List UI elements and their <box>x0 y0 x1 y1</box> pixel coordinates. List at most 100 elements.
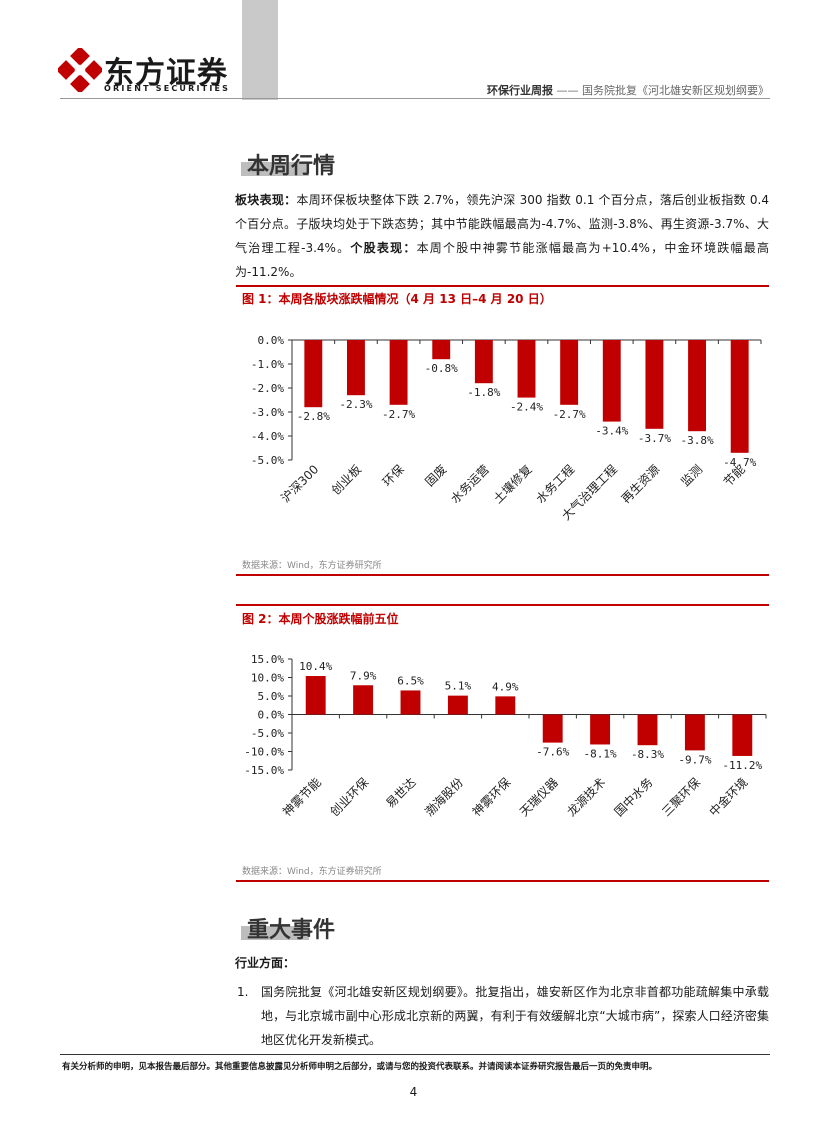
data-label: 5.1% <box>445 680 472 693</box>
figure2-title: 图 2：本周个股涨跌幅前五位 <box>242 612 399 626</box>
data-label: 7.9% <box>350 669 377 682</box>
bar <box>732 714 753 756</box>
data-label: -3.4% <box>595 425 628 438</box>
category-label: 神雾环保 <box>470 775 514 819</box>
list-item-number: 1. <box>237 985 249 999</box>
figure2-bottom-rule <box>236 880 769 882</box>
footer-divider <box>60 1054 770 1055</box>
category-label: 天瑞仪器 <box>517 775 561 819</box>
bar <box>637 714 658 746</box>
category-label: 固废 <box>422 462 450 490</box>
list-item-text: 国务院批复《河北雄安新区规划纲要》。批复指出，雄安新区作为北京非首都功能疏解集中… <box>261 985 769 1047</box>
label-sector: 板块表现： <box>235 193 297 207</box>
data-label: -8.1% <box>584 747 617 760</box>
data-label: 4.9% <box>492 680 519 693</box>
data-label: -7.6% <box>536 746 569 759</box>
category-label: 渤海股份 <box>421 775 466 820</box>
y-tick-label: -5.0% <box>251 454 284 467</box>
bar <box>688 340 706 432</box>
figure1-source: 数据来源：Wind，东方证券研究所 <box>242 561 382 571</box>
figure2-top-rule <box>236 604 769 606</box>
bar <box>304 340 323 408</box>
category-label: 土壤修复 <box>490 462 535 507</box>
bar <box>353 685 374 715</box>
data-label: -2.7% <box>382 408 415 421</box>
y-tick-label: 15.0% <box>251 653 284 666</box>
footer-disclaimer: 有关分析师的申明，见本报告最后部分。其他重要信息披露见分析师申明之后部分，或请与… <box>62 1062 658 1072</box>
y-tick-label: -10.0% <box>244 746 284 759</box>
data-label: 6.5% <box>397 674 424 687</box>
header-gray-block <box>242 0 278 100</box>
bar <box>684 714 705 751</box>
bar <box>560 340 579 405</box>
section-title-market: 本周行情 <box>240 148 335 180</box>
category-label: 易世达 <box>383 775 418 810</box>
bar <box>432 340 451 360</box>
y-tick-label: 5.0% <box>258 690 285 703</box>
category-label: 水务运营 <box>447 462 492 507</box>
category-label: 神雾节能 <box>280 775 324 819</box>
figure2-source: 数据来源：Wind，东方证券研究所 <box>242 867 382 877</box>
company-logo-icon <box>58 48 102 92</box>
bar <box>474 340 493 384</box>
logo-text: 东方证券 <box>104 56 228 91</box>
y-tick-label: -2.0% <box>251 382 284 395</box>
y-tick-label: 0.0% <box>258 334 285 347</box>
report-title: —— 国务院批复《河北雄安新区规划纲要》 <box>556 84 770 97</box>
bar <box>517 340 536 398</box>
data-label: -9.7% <box>678 753 711 766</box>
bar <box>495 696 516 715</box>
market-paragraph: 板块表现：本周环保板块整体下跌 2.7%，领先沪深 300 指数 0.1 个百分… <box>235 188 769 284</box>
y-tick-label: -4.0% <box>251 430 284 443</box>
label-stock: 个股表现： <box>350 241 417 255</box>
y-tick-label: -1.0% <box>251 358 284 371</box>
category-label: 创业环保 <box>327 775 371 819</box>
report-header: 环保行业周报 —— 国务院批复《河北雄安新区规划纲要》 <box>487 82 769 98</box>
bar <box>590 714 611 745</box>
bar <box>542 714 563 743</box>
subheading-industry: 行业方面： <box>235 956 296 970</box>
y-tick-label: -3.0% <box>251 406 284 419</box>
category-label: 再生资源 <box>619 462 663 506</box>
category-label: 国中水务 <box>611 775 656 820</box>
data-label: 10.4% <box>299 660 332 673</box>
category-label: 沪深300 <box>278 462 321 505</box>
y-tick-label: 0.0% <box>258 709 285 722</box>
figure1-chart: 0.0% -1.0% -2.0% -3.0% -4.0% -5.0% -2.8% 沪深300 -… <box>251 334 762 523</box>
report-type: 环保行业周报 <box>487 84 553 97</box>
bar <box>347 340 365 396</box>
y-tick-label: -15.0% <box>244 764 284 777</box>
text-sector: 本周环保板块整体下跌 2.7%，领先沪深 300 指数 0.1 个百分点，落后创… <box>235 193 769 255</box>
data-label: -2.7% <box>553 408 586 421</box>
y-tick-label: 10.0% <box>251 672 284 685</box>
data-label: -2.4% <box>510 401 543 414</box>
category-label: 龙源技术 <box>564 775 608 819</box>
category-label: 监测 <box>678 462 705 489</box>
data-label: -2.8% <box>297 410 330 423</box>
data-label: -2.3% <box>339 398 372 411</box>
data-label: -3.7% <box>638 432 671 445</box>
page-number: 4 <box>409 1085 418 1099</box>
figure1-title: 图 1：本周各版块涨跌幅情况（4 月 13 日–4 月 20 日） <box>242 292 552 306</box>
bar <box>730 340 749 453</box>
category-label: 中金环境 <box>706 775 751 820</box>
text-stock: 本周个股中神雾节能涨幅最高为+10.4%，中金环境跌幅最高为-11.2%。 <box>235 241 769 279</box>
category-label: 水务工程 <box>533 462 578 507</box>
figure1-bottom-rule <box>236 574 769 576</box>
data-label: -4.7% <box>723 456 756 469</box>
bar <box>305 676 326 715</box>
category-label: 环保 <box>380 462 407 489</box>
data-label: -1.8% <box>467 386 500 399</box>
bar <box>602 340 621 422</box>
category-label: 三聚环保 <box>659 775 703 819</box>
section-title-events: 重大事件 <box>240 912 335 944</box>
data-label: -0.8% <box>425 362 458 375</box>
y-tick-label: -5.0% <box>251 727 284 740</box>
header-divider <box>60 98 770 99</box>
data-label: -3.8% <box>680 434 713 447</box>
data-label: -8.3% <box>631 748 664 761</box>
figure1-top-rule <box>236 285 769 287</box>
figure2-chart: 15.0% 10.0% 5.0% 0.0% -5.0% -10.0% -15.0% 10.4%… <box>244 653 767 820</box>
category-label: 创业板 <box>329 462 364 497</box>
bar <box>645 340 664 429</box>
